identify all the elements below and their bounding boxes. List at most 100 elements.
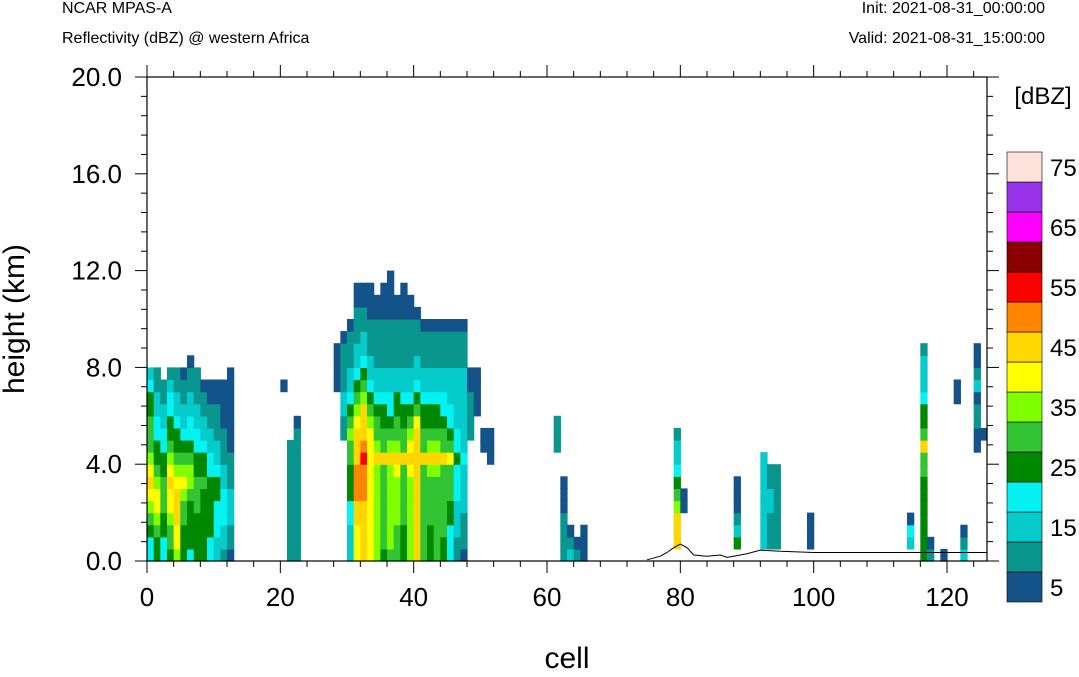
reflectivity-cell (373, 415, 381, 429)
reflectivity-cell (433, 548, 441, 562)
reflectivity-cell (367, 512, 375, 526)
reflectivity-cell (773, 488, 781, 502)
reflectivity-cell (207, 488, 215, 502)
reflectivity-cell (960, 548, 968, 562)
reflectivity-cell (807, 512, 815, 526)
reflectivity-cell (427, 391, 435, 405)
reflectivity-cell (460, 415, 468, 429)
reflectivity-cell (153, 524, 161, 538)
terrain-line (646, 543, 987, 561)
reflectivity-cell (293, 440, 301, 453)
reflectivity-cell (207, 379, 215, 393)
reflectivity-cell (420, 319, 428, 332)
y-tick-label: 16.0 (71, 159, 122, 189)
reflectivity-cell (207, 391, 215, 405)
plot-frame (146, 76, 988, 562)
reflectivity-cell (167, 452, 175, 465)
reflectivity-cell (487, 427, 495, 441)
reflectivity-cell (760, 536, 768, 550)
reflectivity-cell (347, 415, 355, 429)
reflectivity-cell (427, 464, 435, 477)
colorbar-label: 15 (1050, 515, 1077, 542)
x-tick-label: 60 (533, 582, 562, 612)
reflectivity-cell (360, 331, 368, 344)
reflectivity-cell (393, 452, 401, 465)
reflectivity-cell (207, 427, 215, 441)
reflectivity-cell (353, 403, 361, 417)
reflectivity-cell (560, 548, 568, 562)
reflectivity-cell (567, 536, 575, 550)
reflectivity-cell (427, 524, 435, 538)
reflectivity-cell (173, 476, 181, 489)
field-title: Reflectivity (dBZ) @ western Africa (62, 30, 310, 47)
colorbar-swatch (1006, 361, 1043, 393)
reflectivity-cell (920, 355, 928, 368)
reflectivity-cell (427, 343, 435, 356)
reflectivity-cell (407, 476, 415, 489)
reflectivity-cell (193, 500, 201, 514)
reflectivity-cell (293, 488, 301, 502)
reflectivity-cell (353, 367, 361, 381)
reflectivity-cell (453, 440, 461, 453)
reflectivity-cell (407, 391, 415, 405)
colorbar-label: 75 (1050, 155, 1077, 182)
reflectivity-cell (367, 379, 375, 393)
reflectivity-cell (467, 367, 475, 381)
reflectivity-cell (400, 500, 408, 514)
reflectivity-cell (407, 355, 415, 368)
reflectivity-cell (160, 488, 168, 502)
reflectivity-cell (227, 379, 235, 393)
reflectivity-cell (400, 427, 408, 441)
reflectivity-cell (673, 476, 681, 489)
colorbar-swatch (1006, 331, 1043, 363)
reflectivity-cell (927, 548, 935, 562)
reflectivity-cell (427, 427, 435, 441)
reflectivity-cell (733, 500, 741, 514)
reflectivity-cell (447, 452, 455, 465)
reflectivity-cell (553, 415, 561, 429)
reflectivity-cell (953, 391, 961, 405)
reflectivity-cell (173, 403, 181, 417)
reflectivity-cell (287, 512, 295, 526)
reflectivity-cell (193, 367, 201, 381)
reflectivity-cell (373, 403, 381, 417)
plot-axes: 0 20 40 60 80 100 120 0.0 4.0 8.0 12.0 16.0 20.0 cell… (0, 62, 999, 675)
reflectivity-cell (147, 512, 155, 526)
reflectivity-cell (413, 488, 421, 502)
reflectivity-cell (580, 524, 588, 538)
reflectivity-cell (213, 427, 221, 441)
reflectivity-cell (207, 524, 215, 538)
reflectivity-cell (287, 536, 295, 550)
reflectivity-cell (453, 355, 461, 368)
reflectivity-cell (387, 391, 395, 405)
reflectivity-cell (920, 440, 928, 453)
reflectivity-cell (473, 367, 481, 381)
reflectivity-cell (413, 427, 421, 441)
reflectivity-cell (373, 452, 381, 465)
reflectivity-cell (200, 403, 208, 417)
reflectivity-cell (480, 440, 488, 453)
reflectivity-cell (360, 306, 368, 320)
reflectivity-cell (167, 403, 175, 417)
reflectivity-cell (387, 294, 395, 308)
reflectivity-cell (213, 488, 221, 502)
reflectivity-cell (680, 500, 688, 514)
x-tick-label: 100 (792, 582, 835, 612)
reflectivity-cell (380, 524, 388, 538)
reflectivity-cell (920, 427, 928, 441)
reflectivity-cell (420, 452, 428, 465)
reflectivity-cell (427, 536, 435, 550)
reflectivity-cell (773, 476, 781, 489)
reflectivity-cell (187, 440, 195, 453)
reflectivity-cell (407, 488, 415, 502)
reflectivity-cell (173, 464, 181, 477)
y-tick-label: 8.0 (86, 352, 122, 382)
reflectivity-cell (453, 427, 461, 441)
reflectivity-cell (440, 452, 448, 465)
reflectivity-cell (400, 488, 408, 502)
reflectivity-cell (360, 391, 368, 405)
reflectivity-cell (373, 512, 381, 526)
reflectivity-cell (340, 379, 348, 393)
reflectivity-cell (147, 488, 155, 502)
reflectivity-cell (153, 415, 161, 429)
